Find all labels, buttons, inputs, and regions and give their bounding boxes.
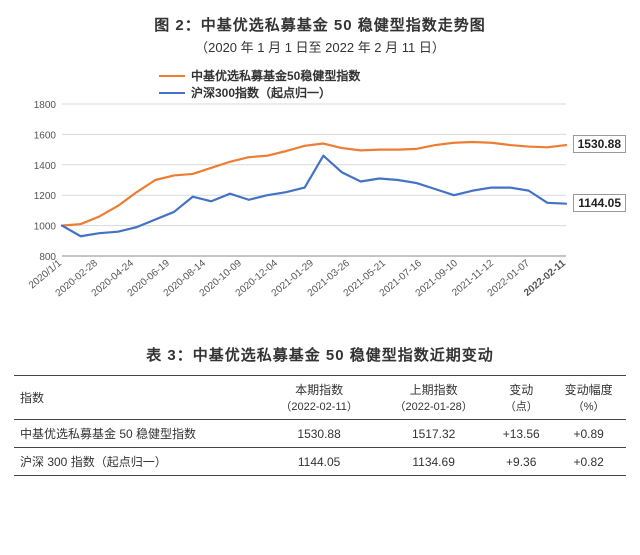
end-label-0: 1530.88 xyxy=(573,135,626,153)
table-cell: +13.56 xyxy=(491,420,551,448)
legend-label-1: 沪深300指数（起点归一） xyxy=(191,85,331,101)
col-3-l1: 变动 xyxy=(495,381,547,398)
chart-area: 中基优选私募基金50稳健型指数 沪深300指数（起点归一） 8001000120… xyxy=(14,64,626,304)
col-3-l2: （点） xyxy=(495,398,547,414)
table-cell: +9.36 xyxy=(491,448,551,476)
table-cell: 中基优选私募基金 50 稳健型指数 xyxy=(14,420,262,448)
chart-title: 图 2：中基优选私募基金 50 稳健型指数走势图 xyxy=(14,14,626,35)
col-1-l1: 本期指数 xyxy=(266,381,372,398)
col-4: 变动幅度 （%） xyxy=(551,376,626,420)
col-0-l1: 指数 xyxy=(20,389,258,406)
col-2: 上期指数 （2022-01-28） xyxy=(376,376,491,420)
table-cell: 沪深 300 指数（起点归一） xyxy=(14,448,262,476)
legend-item-0: 中基优选私募基金50稳健型指数 xyxy=(159,68,360,84)
table-header-row: 指数 本期指数 （2022-02-11） 上期指数 （2022-01-28） 变… xyxy=(14,376,626,420)
end-label-1: 1144.05 xyxy=(573,194,626,212)
col-3: 变动 （点） xyxy=(491,376,551,420)
svg-text:1600: 1600 xyxy=(34,130,57,141)
col-4-l1: 变动幅度 xyxy=(555,381,622,398)
table-cell: 1134.69 xyxy=(376,448,491,476)
col-4-l2: （%） xyxy=(555,398,622,414)
col-1: 本期指数 （2022-02-11） xyxy=(262,376,376,420)
legend-item-1: 沪深300指数（起点归一） xyxy=(159,85,360,101)
svg-text:1800: 1800 xyxy=(34,100,57,111)
svg-text:1400: 1400 xyxy=(34,161,57,172)
col-2-l1: 上期指数 xyxy=(380,381,487,398)
table-row: 沪深 300 指数（起点归一）1144.051134.69+9.36+0.82 xyxy=(14,448,626,476)
table-title: 表 3：中基优选私募基金 50 稳健型指数近期变动 xyxy=(14,344,626,365)
legend: 中基优选私募基金50稳健型指数 沪深300指数（起点归一） xyxy=(159,68,360,102)
table-body: 中基优选私募基金 50 稳健型指数1530.881517.32+13.56+0.… xyxy=(14,420,626,476)
svg-text:1000: 1000 xyxy=(34,222,57,233)
table-cell: 1517.32 xyxy=(376,420,491,448)
legend-swatch-1 xyxy=(159,92,185,94)
chart-subtitle: （2020 年 1 月 1 日至 2022 年 2 月 11 日） xyxy=(14,37,626,56)
legend-label-0: 中基优选私募基金50稳健型指数 xyxy=(191,68,360,84)
col-2-l2: （2022-01-28） xyxy=(380,398,487,414)
col-1-l2: （2022-02-11） xyxy=(266,398,372,414)
col-0: 指数 xyxy=(14,376,262,420)
table-cell: +0.89 xyxy=(551,420,626,448)
legend-swatch-0 xyxy=(159,75,185,77)
svg-text:1200: 1200 xyxy=(34,191,57,202)
data-table: 指数 本期指数 （2022-02-11） 上期指数 （2022-01-28） 变… xyxy=(14,375,626,476)
table-row: 中基优选私募基金 50 稳健型指数1530.881517.32+13.56+0.… xyxy=(14,420,626,448)
table-cell: 1144.05 xyxy=(262,448,376,476)
table-cell: 1530.88 xyxy=(262,420,376,448)
table-cell: +0.82 xyxy=(551,448,626,476)
